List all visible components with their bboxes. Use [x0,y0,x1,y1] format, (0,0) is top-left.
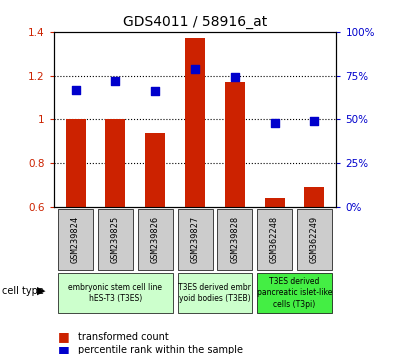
Text: GSM362248: GSM362248 [270,216,279,263]
FancyBboxPatch shape [257,273,332,313]
Text: embryonic stem cell line
hES-T3 (T3ES): embryonic stem cell line hES-T3 (T3ES) [68,283,162,303]
Bar [66,120,86,207]
Bar [304,187,324,207]
FancyBboxPatch shape [178,273,252,313]
Point [232,75,238,80]
Text: GSM362249: GSM362249 [310,216,319,263]
Text: GSM239825: GSM239825 [111,216,120,263]
Text: ▶: ▶ [37,286,45,296]
FancyBboxPatch shape [257,210,292,270]
Text: T3ES derived
pancreatic islet-like
cells (T3pi): T3ES derived pancreatic islet-like cells… [257,277,332,309]
FancyBboxPatch shape [58,210,93,270]
Bar [105,120,125,207]
Bar [265,198,285,207]
FancyBboxPatch shape [138,210,173,270]
Text: ■: ■ [58,344,70,354]
Point [112,78,119,84]
Bar [145,133,165,207]
FancyBboxPatch shape [58,273,173,313]
Text: percentile rank within the sample: percentile rank within the sample [78,346,243,354]
Point [311,118,318,124]
Point [192,66,198,72]
Text: GSM239827: GSM239827 [191,216,199,263]
FancyBboxPatch shape [217,210,252,270]
Point [271,120,278,126]
Title: GDS4011 / 58916_at: GDS4011 / 58916_at [123,16,267,29]
FancyBboxPatch shape [178,210,213,270]
Text: ■: ■ [58,331,70,343]
Text: T3ES derived embr
yoid bodies (T3EB): T3ES derived embr yoid bodies (T3EB) [178,283,252,303]
Text: GSM239826: GSM239826 [151,216,160,263]
Text: GSM239828: GSM239828 [230,216,239,263]
FancyBboxPatch shape [98,210,133,270]
FancyBboxPatch shape [297,210,332,270]
Point [72,87,79,92]
Point [152,88,158,94]
Bar [225,82,245,207]
Text: GSM239824: GSM239824 [71,216,80,263]
Text: cell type: cell type [2,286,44,296]
Text: transformed count: transformed count [78,332,168,342]
Bar [185,39,205,207]
